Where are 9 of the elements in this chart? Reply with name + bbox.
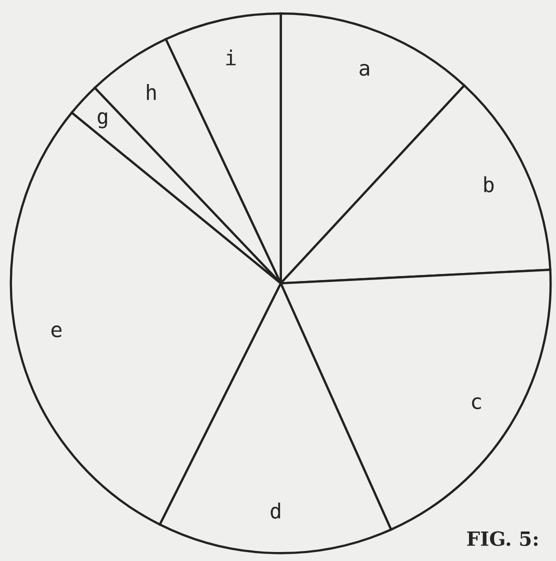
slice-label: b bbox=[484, 176, 494, 192]
slice-label: a bbox=[360, 64, 370, 76]
slice-label: e bbox=[51, 325, 62, 338]
caption: FIG. 5: bbox=[467, 531, 538, 546]
slice-label: i bbox=[226, 49, 236, 66]
slice-label: g bbox=[98, 112, 108, 128]
slice-label: h bbox=[146, 84, 156, 100]
slice-label: c bbox=[472, 397, 481, 410]
slice-label: d bbox=[270, 502, 280, 519]
